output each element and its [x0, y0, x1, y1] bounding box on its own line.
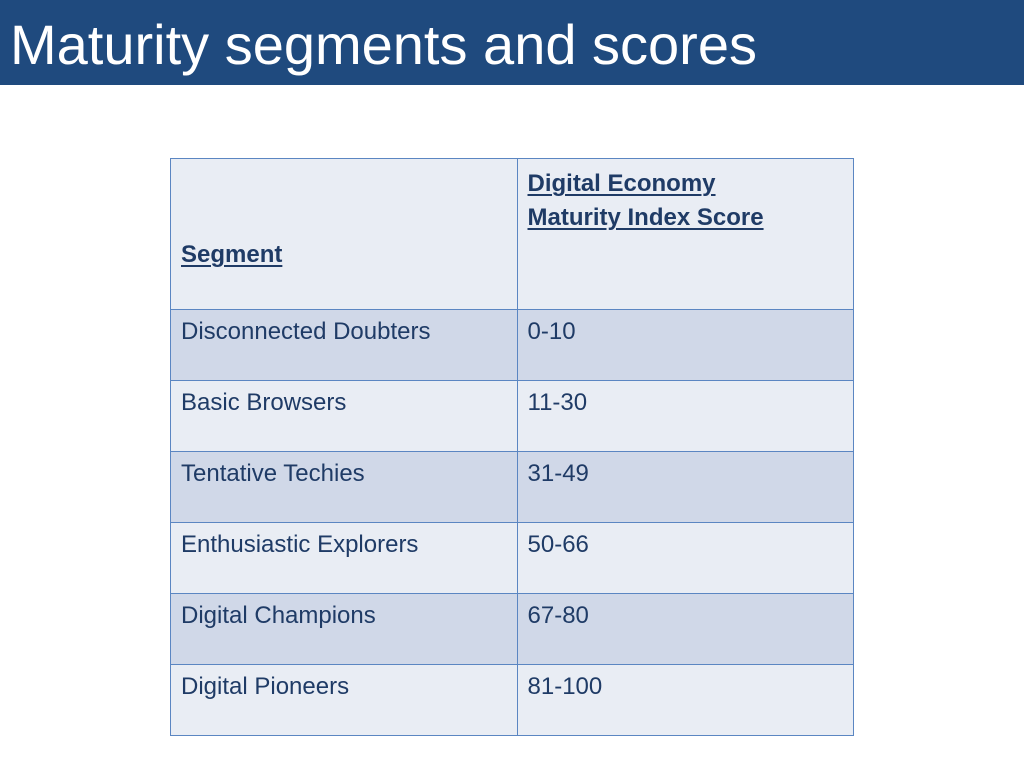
score-cell: 11-30 [516, 380, 854, 452]
table-row: Digital Pioneers 81-100 [170, 664, 854, 736]
header-segment-label: Segment [181, 241, 283, 268]
table-row: Enthusiastic Explorers 50-66 [170, 522, 854, 594]
score-cell: 31-49 [516, 451, 854, 523]
score-cell: 0-10 [516, 309, 854, 381]
header-score: Digital Economy Maturity Index Score [516, 158, 854, 310]
table-row: Tentative Techies 31-49 [170, 451, 854, 523]
score-cell: 81-100 [516, 664, 854, 736]
table-row: Disconnected Doubters 0-10 [170, 309, 854, 381]
score-cell: 50-66 [516, 522, 854, 594]
segment-cell: Disconnected Doubters [170, 309, 518, 381]
segment-cell: Digital Pioneers [170, 664, 518, 736]
score-cell: 67-80 [516, 593, 854, 665]
table-row: Digital Champions 67-80 [170, 593, 854, 665]
table-header-row: Segment Digital Economy Maturity Index S… [170, 158, 854, 310]
segment-cell: Basic Browsers [170, 380, 518, 452]
maturity-table: Segment Digital Economy Maturity Index S… [170, 158, 854, 736]
segment-cell: Enthusiastic Explorers [170, 522, 518, 594]
segment-cell: Digital Champions [170, 593, 518, 665]
header-segment: Segment [170, 158, 518, 310]
slide-title: Maturity segments and scores [10, 13, 757, 76]
header-score-line1: Digital Economy [527, 170, 716, 197]
header-score-line2: Maturity Index Score [527, 204, 764, 231]
table-row: Basic Browsers 11-30 [170, 380, 854, 452]
title-bar: Maturity segments and scores [0, 0, 1024, 85]
segment-cell: Tentative Techies [170, 451, 518, 523]
